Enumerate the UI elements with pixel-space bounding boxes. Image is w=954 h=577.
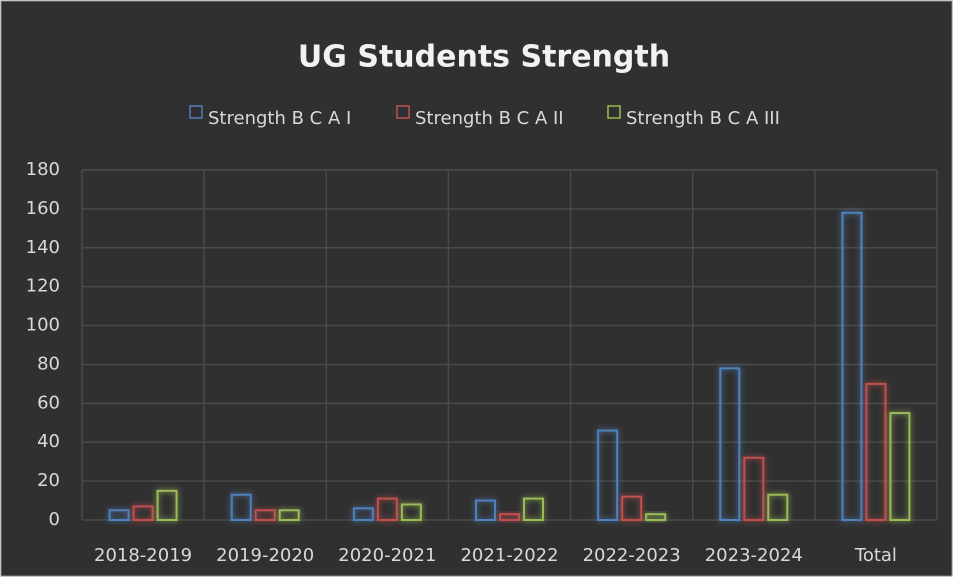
- legend-swatch: [189, 105, 203, 119]
- y-tick-label: 140: [26, 237, 60, 258]
- bar: [108, 509, 130, 521]
- bar: [376, 497, 398, 522]
- bar: [645, 513, 667, 522]
- y-tick-label: 160: [26, 198, 60, 219]
- bar: [889, 412, 911, 521]
- bar: [523, 497, 544, 522]
- x-tick-label: 2021-2022: [460, 545, 558, 566]
- y-tick-label: 120: [26, 276, 60, 297]
- bar: [254, 509, 276, 521]
- bar: [156, 489, 178, 522]
- legend-label: Strength B C A I: [208, 108, 351, 129]
- bar: [400, 503, 422, 522]
- y-tick-label: 100: [26, 315, 60, 336]
- y-tick-label: 60: [37, 392, 60, 413]
- bar: [475, 499, 496, 521]
- legend-label: Strength B C A II: [415, 108, 564, 129]
- bar: [743, 456, 765, 521]
- bar: [499, 513, 520, 522]
- x-tick-label: 2020-2021: [338, 545, 436, 566]
- bar: [278, 509, 300, 521]
- bar: [841, 211, 863, 521]
- legend-swatch: [396, 105, 410, 119]
- bar: [767, 493, 789, 522]
- bar: [132, 505, 154, 521]
- y-tick-label: 0: [49, 509, 60, 530]
- x-tick-label: 2019-2020: [216, 545, 314, 566]
- bar: [597, 429, 619, 521]
- chart-title: UG Students Strength: [298, 40, 670, 75]
- bar: [230, 493, 252, 522]
- x-tick-label: Total: [854, 545, 897, 566]
- y-tick-label: 80: [37, 353, 60, 374]
- x-tick-label: 2018-2019: [94, 545, 192, 566]
- x-tick-label: 2023-2024: [705, 545, 803, 566]
- y-tick-label: 40: [37, 431, 60, 452]
- x-tick-label: 2022-2023: [583, 545, 681, 566]
- legend-label: Strength B C A III: [626, 108, 780, 129]
- bar: [865, 382, 887, 521]
- bar: [719, 367, 741, 522]
- legend-swatch: [607, 105, 621, 119]
- y-tick-label: 20: [37, 470, 60, 491]
- bar: [621, 495, 643, 521]
- y-tick-label: 180: [26, 159, 60, 180]
- bar: [352, 507, 374, 522]
